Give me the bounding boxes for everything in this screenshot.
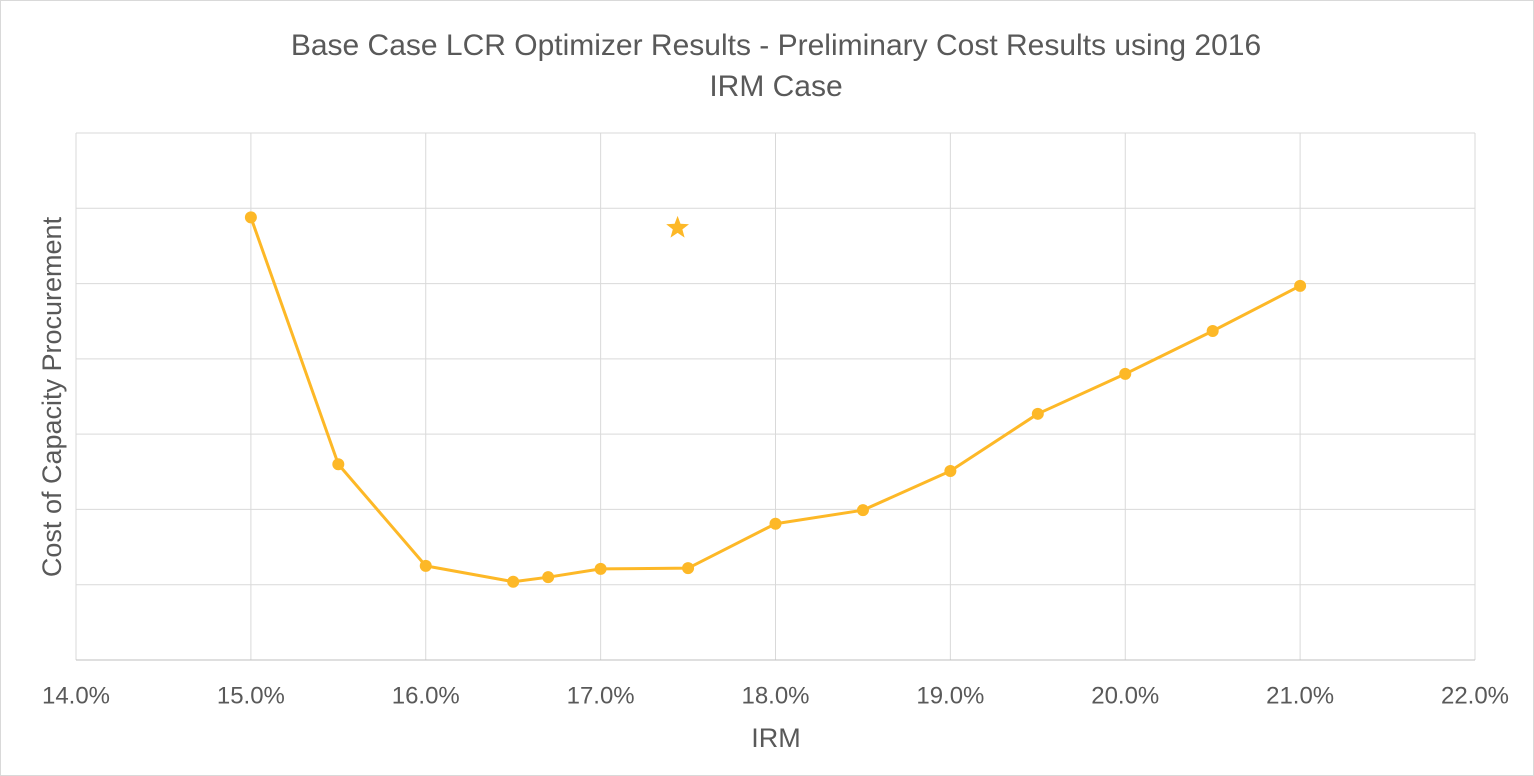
point [682,562,695,575]
x-tick-label: 22.0% [1441,682,1509,709]
point [332,458,345,471]
line-series [249,216,1301,584]
x-axis-label: IRM [751,723,801,753]
x-tick-label: 14.0% [42,682,110,709]
x-tick-label: 16.0% [392,682,460,709]
x-tick-label: 20.0% [1091,682,1159,709]
point [244,211,257,224]
point [1294,279,1307,292]
star-marker [666,215,689,238]
y-axis-label: Cost of Capacity Procurement [37,216,67,577]
chart-title: Base Case LCR Optimizer Results - Prelim… [291,29,1261,62]
x-tick-label: 19.0% [916,682,984,709]
point [856,504,869,517]
point [542,571,555,584]
x-tick-label: 21.0% [1266,682,1334,709]
point [944,465,957,478]
point [419,559,432,572]
point [507,575,520,588]
point [769,517,782,530]
point [1206,325,1219,338]
point [1031,407,1044,420]
chart-title: IRM Case [709,70,842,103]
x-tick-label: 15.0% [217,682,285,709]
x-tick-label: 17.0% [567,682,635,709]
point [594,562,607,575]
x-tick-label: 18.0% [741,682,809,709]
point [1119,367,1132,380]
